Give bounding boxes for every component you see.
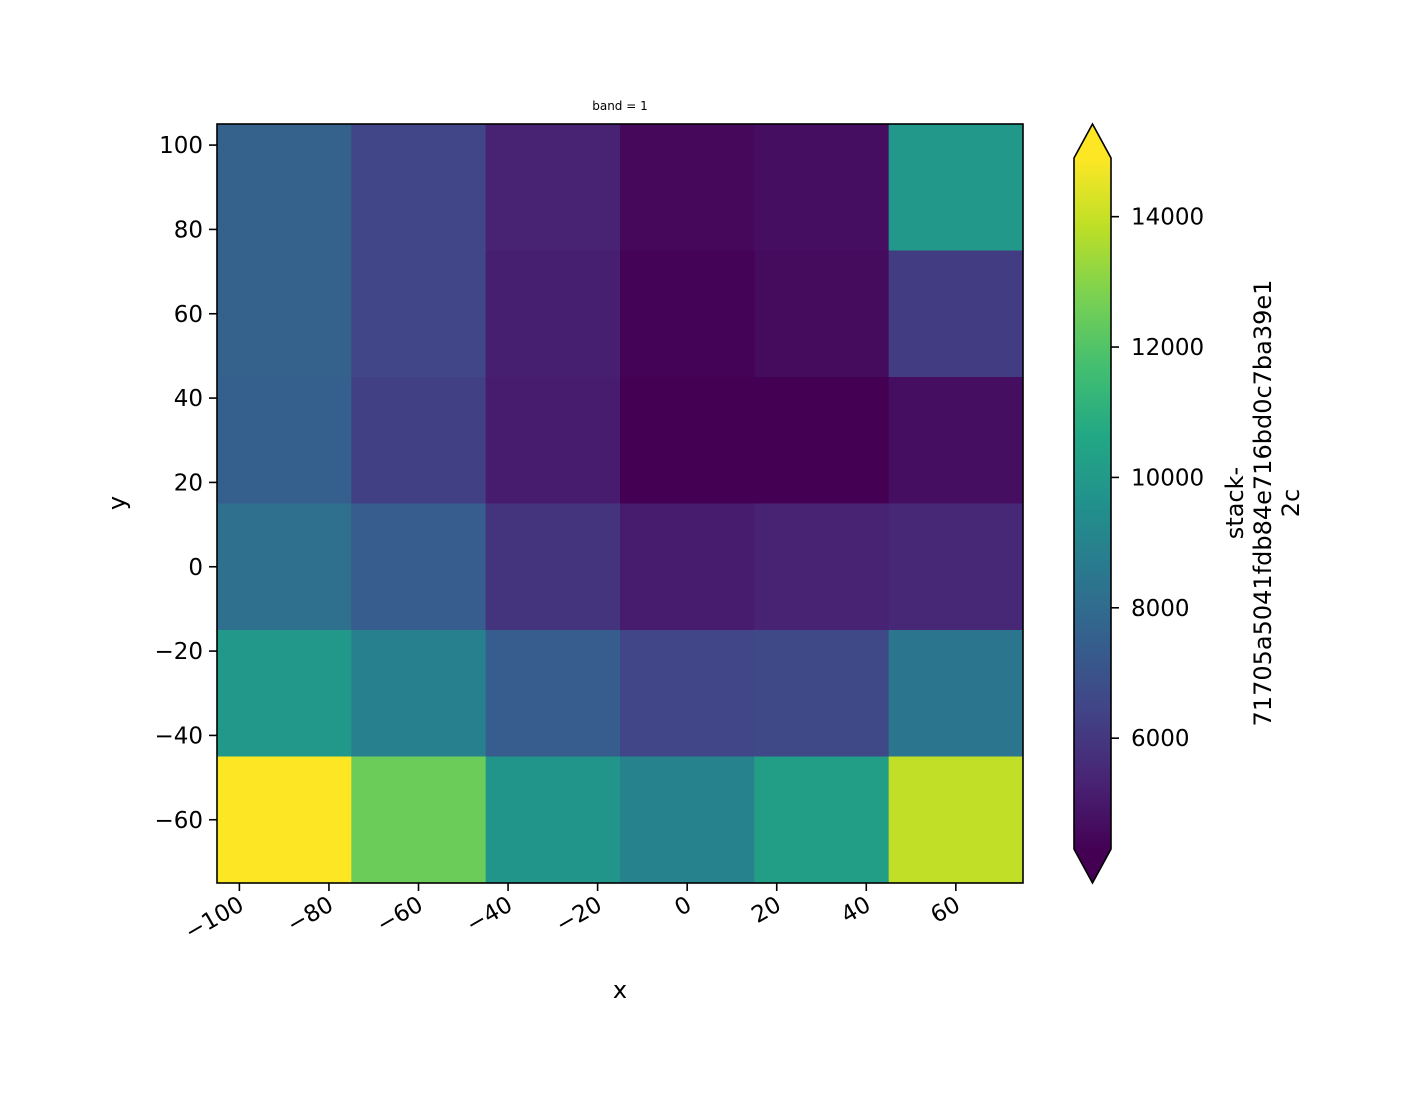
heatmap-cell [754,756,890,884]
colorbar-label-line-2: 71705a5041fdb84e716bd0c7ba39e1 [1249,280,1277,727]
x-tick-label: 40 [837,892,875,929]
heatmap-cell [620,503,755,631]
heatmap-cell [217,250,352,378]
colorbar-tick-label: 8000 [1131,596,1190,622]
heatmap-cell [754,250,890,378]
heatmap-cell [754,377,890,504]
x-tick-label: 0 [670,892,696,922]
heatmap-cell [485,250,621,378]
heatmap-cell [485,756,621,884]
y-tick-label: −40 [154,723,203,749]
heatmap-cell [351,124,487,251]
colorbar-outline [1073,122,1112,885]
heatmap-cell [754,124,890,251]
heatmap-cell [754,503,890,631]
x-axis-ticks: −100 −80 −60 −40 −20 0 20 40 60 [181,883,965,946]
y-tick-label: 60 [174,302,203,328]
x-tick-label: 60 [926,892,964,929]
plot-frame [216,123,1024,884]
colorbar-tick-label: 10000 [1131,465,1204,491]
colorbar-tick-label: 12000 [1131,335,1204,361]
colorbar-label-line-1: stack- [1221,467,1249,539]
heatmap-cell [485,124,621,251]
heatmap-cell [217,630,352,757]
heatmap-cell [351,250,487,378]
y-axis-label: y [103,496,131,510]
y-tick-label: −20 [154,639,203,665]
x-tick-label: −40 [462,892,517,939]
heatmap-cell [217,756,352,884]
heatmap-cell [351,503,487,631]
heatmap-cell [620,124,755,251]
x-tick-label: −100 [181,892,249,946]
y-tick-label: 100 [159,133,203,159]
colorbar-extend-max [1074,124,1111,158]
y-tick-label: 80 [174,217,203,243]
heatmap-cell [888,630,1024,757]
heatmap-cell [754,630,890,757]
colorbar-ticks: 6000 8000 10000 12000 14000 [1111,205,1204,752]
heatmap-cell [217,377,352,504]
heatmap-cell [620,250,755,378]
colorbar-extend-min [1074,849,1111,883]
chart-title: band = 1 [592,99,648,113]
heatmap-cell [485,630,621,757]
colorbar-label: stack- 71705a5041fdb84e716bd0c7ba39e1 2c [1221,280,1305,727]
y-tick-label: −60 [154,808,203,834]
y-tick-label: 40 [174,386,203,412]
heatmap-cell [217,124,352,251]
x-axis-label: x [613,976,627,1004]
heatmap-cell [485,377,621,504]
colorbar-tick-label: 6000 [1131,726,1190,752]
heatmap-cell [620,377,755,504]
heatmap-cell [351,377,487,504]
colorbar-label-line-3: 2c [1277,489,1305,517]
x-tick-label: −20 [552,892,607,939]
x-tick-label: 20 [747,892,785,929]
heatmap-cell [217,503,352,631]
colorbar-gradient [1074,158,1111,849]
heatmap-cells [217,124,1024,884]
y-axis-ticks: 100 80 60 40 20 0 −20 −40 −60 [154,133,217,834]
colorbar-tick-label: 14000 [1131,205,1204,231]
y-tick-label: 20 [174,470,203,496]
heatmap-cell [620,630,755,757]
heatmap-cell [888,377,1024,504]
x-tick-label: −60 [372,892,427,939]
heatmap-cell [351,756,487,884]
y-tick-label: 0 [188,555,203,581]
heatmap-cell [888,124,1024,251]
heatmap-cell [351,630,487,757]
heatmap-cell [620,756,755,884]
x-tick-label: −80 [283,892,338,939]
heatmap-cell [888,250,1024,378]
heatmap-cell [485,503,621,631]
heatmap-cell [888,503,1024,631]
heatmap-cell [888,756,1024,884]
